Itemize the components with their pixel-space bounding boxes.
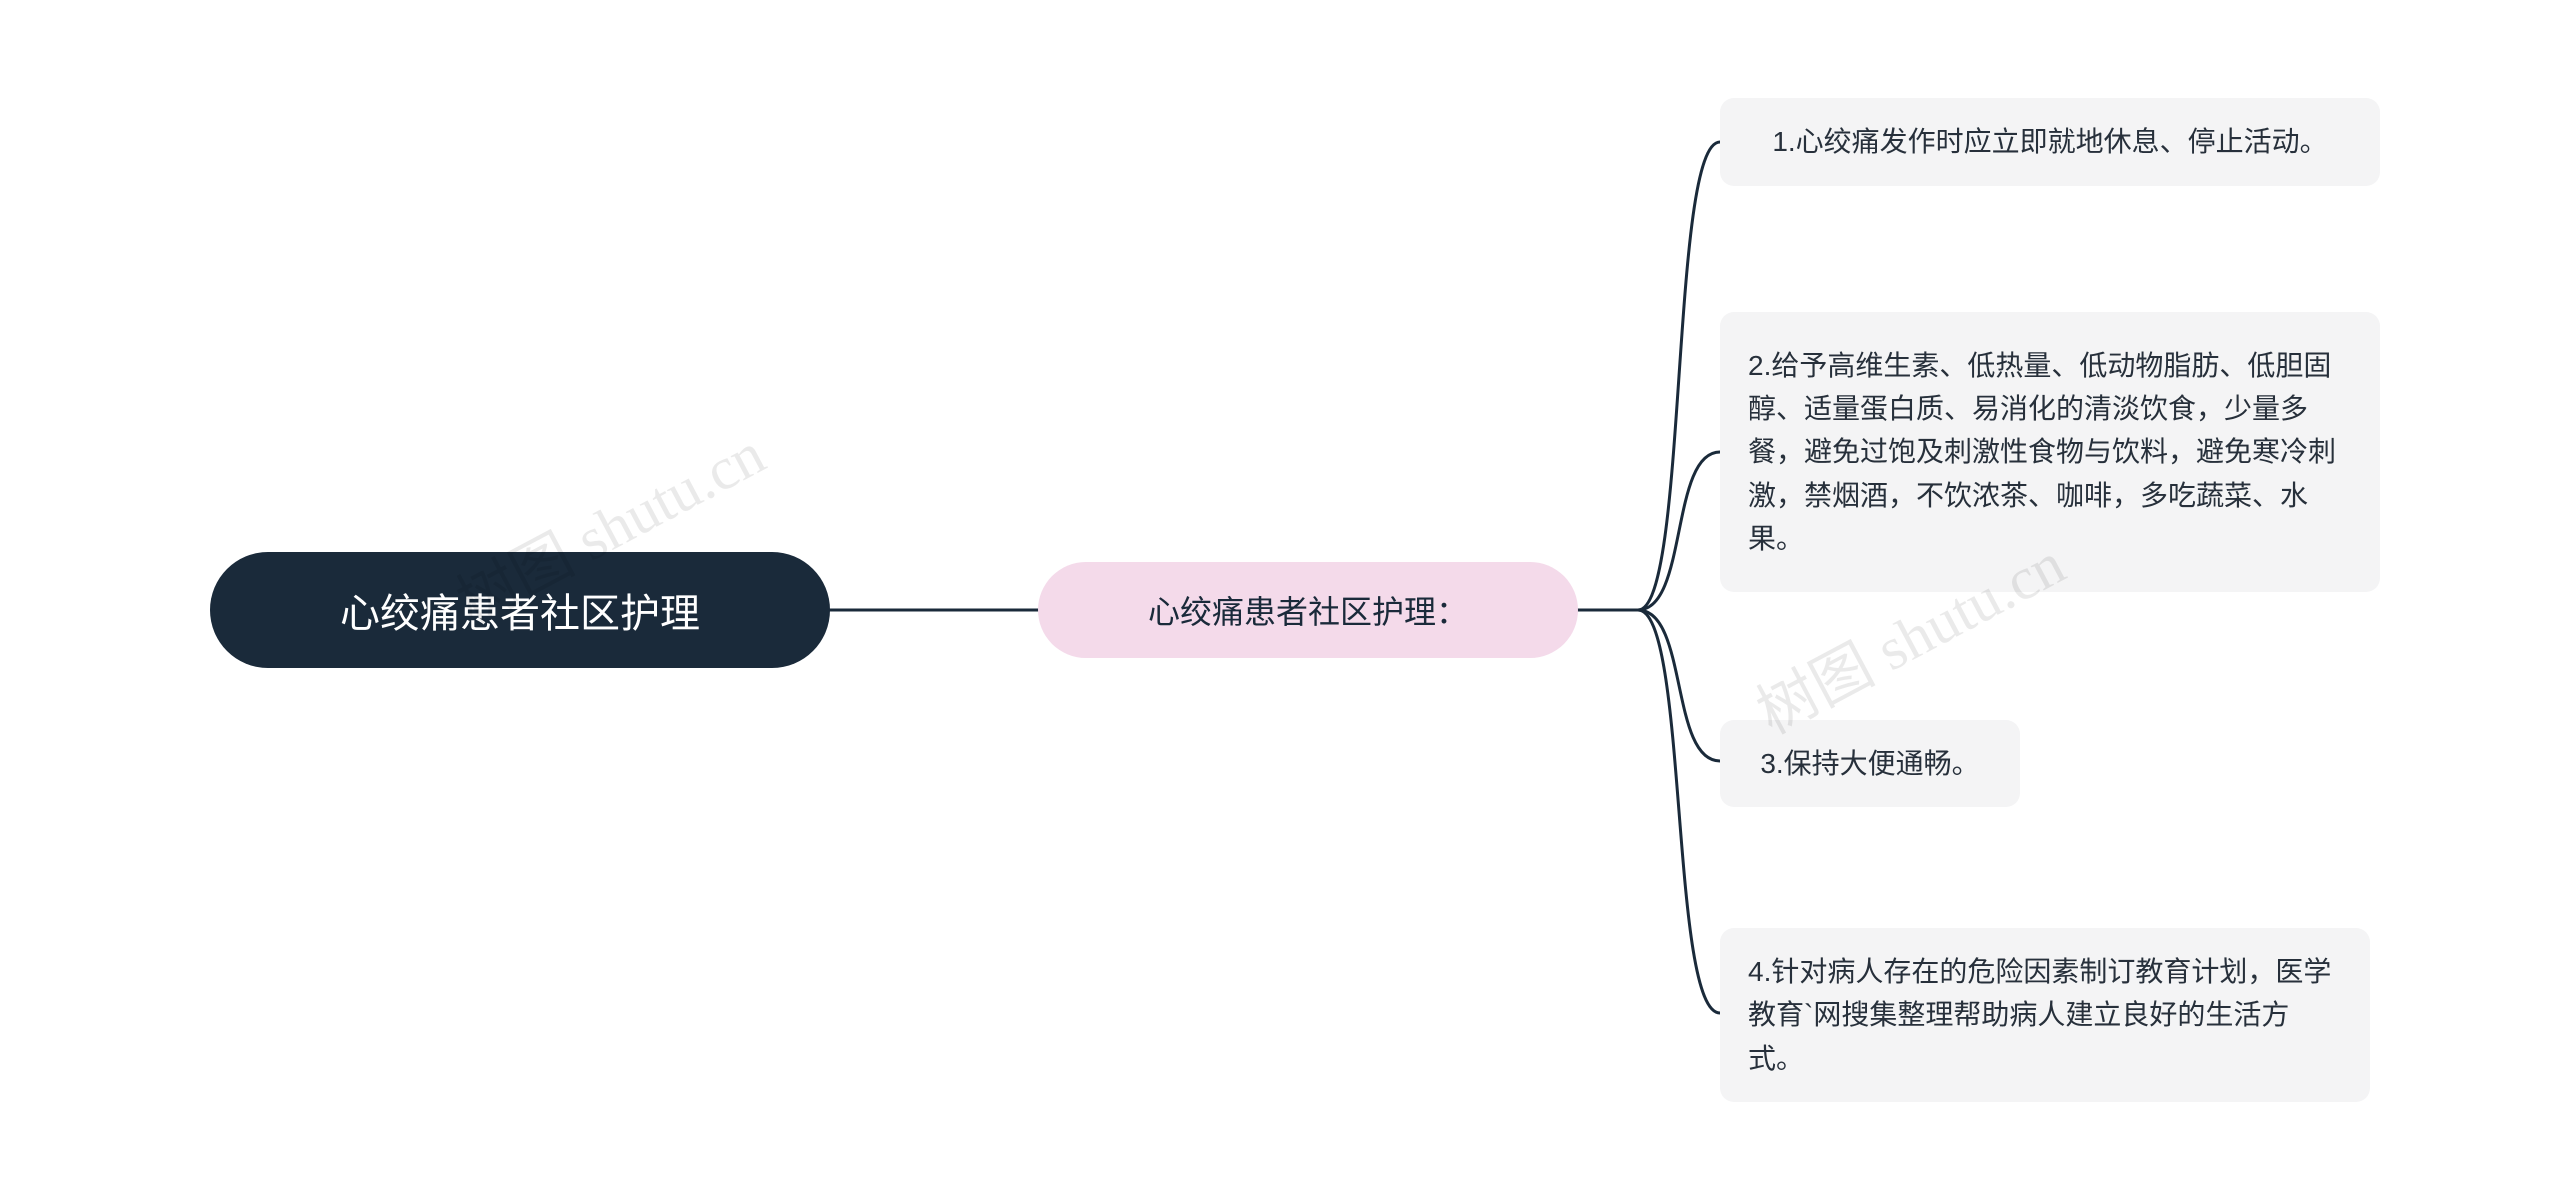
mindmap-leaf-node: 4.针对病人存在的危险因素制订教育计划，医学教育`网搜集整理帮助病人建立良好的生…	[1720, 928, 2370, 1102]
mindmap-root-node: 心绞痛患者社区护理	[210, 552, 830, 668]
mindmap-leaf-node: 2.给予高维生素、低热量、低动物脂肪、低胆固醇、适量蛋白质、易消化的清淡饮食，少…	[1720, 312, 2380, 592]
sub-node-text: 心绞痛患者社区护理：	[1148, 587, 1468, 633]
leaf-node-text: 2.给予高维生素、低热量、低动物脂肪、低胆固醇、适量蛋白质、易消化的清淡饮食，少…	[1748, 344, 2352, 561]
mindmap-leaf-node: 3.保持大便通畅。	[1720, 720, 2020, 807]
mindmap-sub-node: 心绞痛患者社区护理：	[1038, 562, 1578, 658]
leaf-node-text: 1.心绞痛发作时应立即就地休息、停止活动。	[1772, 120, 2327, 163]
leaf-node-text: 3.保持大便通畅。	[1760, 742, 1979, 785]
leaf-node-text: 4.针对病人存在的危险因素制订教育计划，医学教育`网搜集整理帮助病人建立良好的生…	[1748, 950, 2342, 1080]
mindmap-canvas: { "mindmap": { "type": "tree", "backgrou…	[0, 0, 2560, 1189]
root-node-text: 心绞痛患者社区护理	[340, 581, 700, 639]
mindmap-leaf-node: 1.心绞痛发作时应立即就地休息、停止活动。	[1720, 98, 2380, 186]
